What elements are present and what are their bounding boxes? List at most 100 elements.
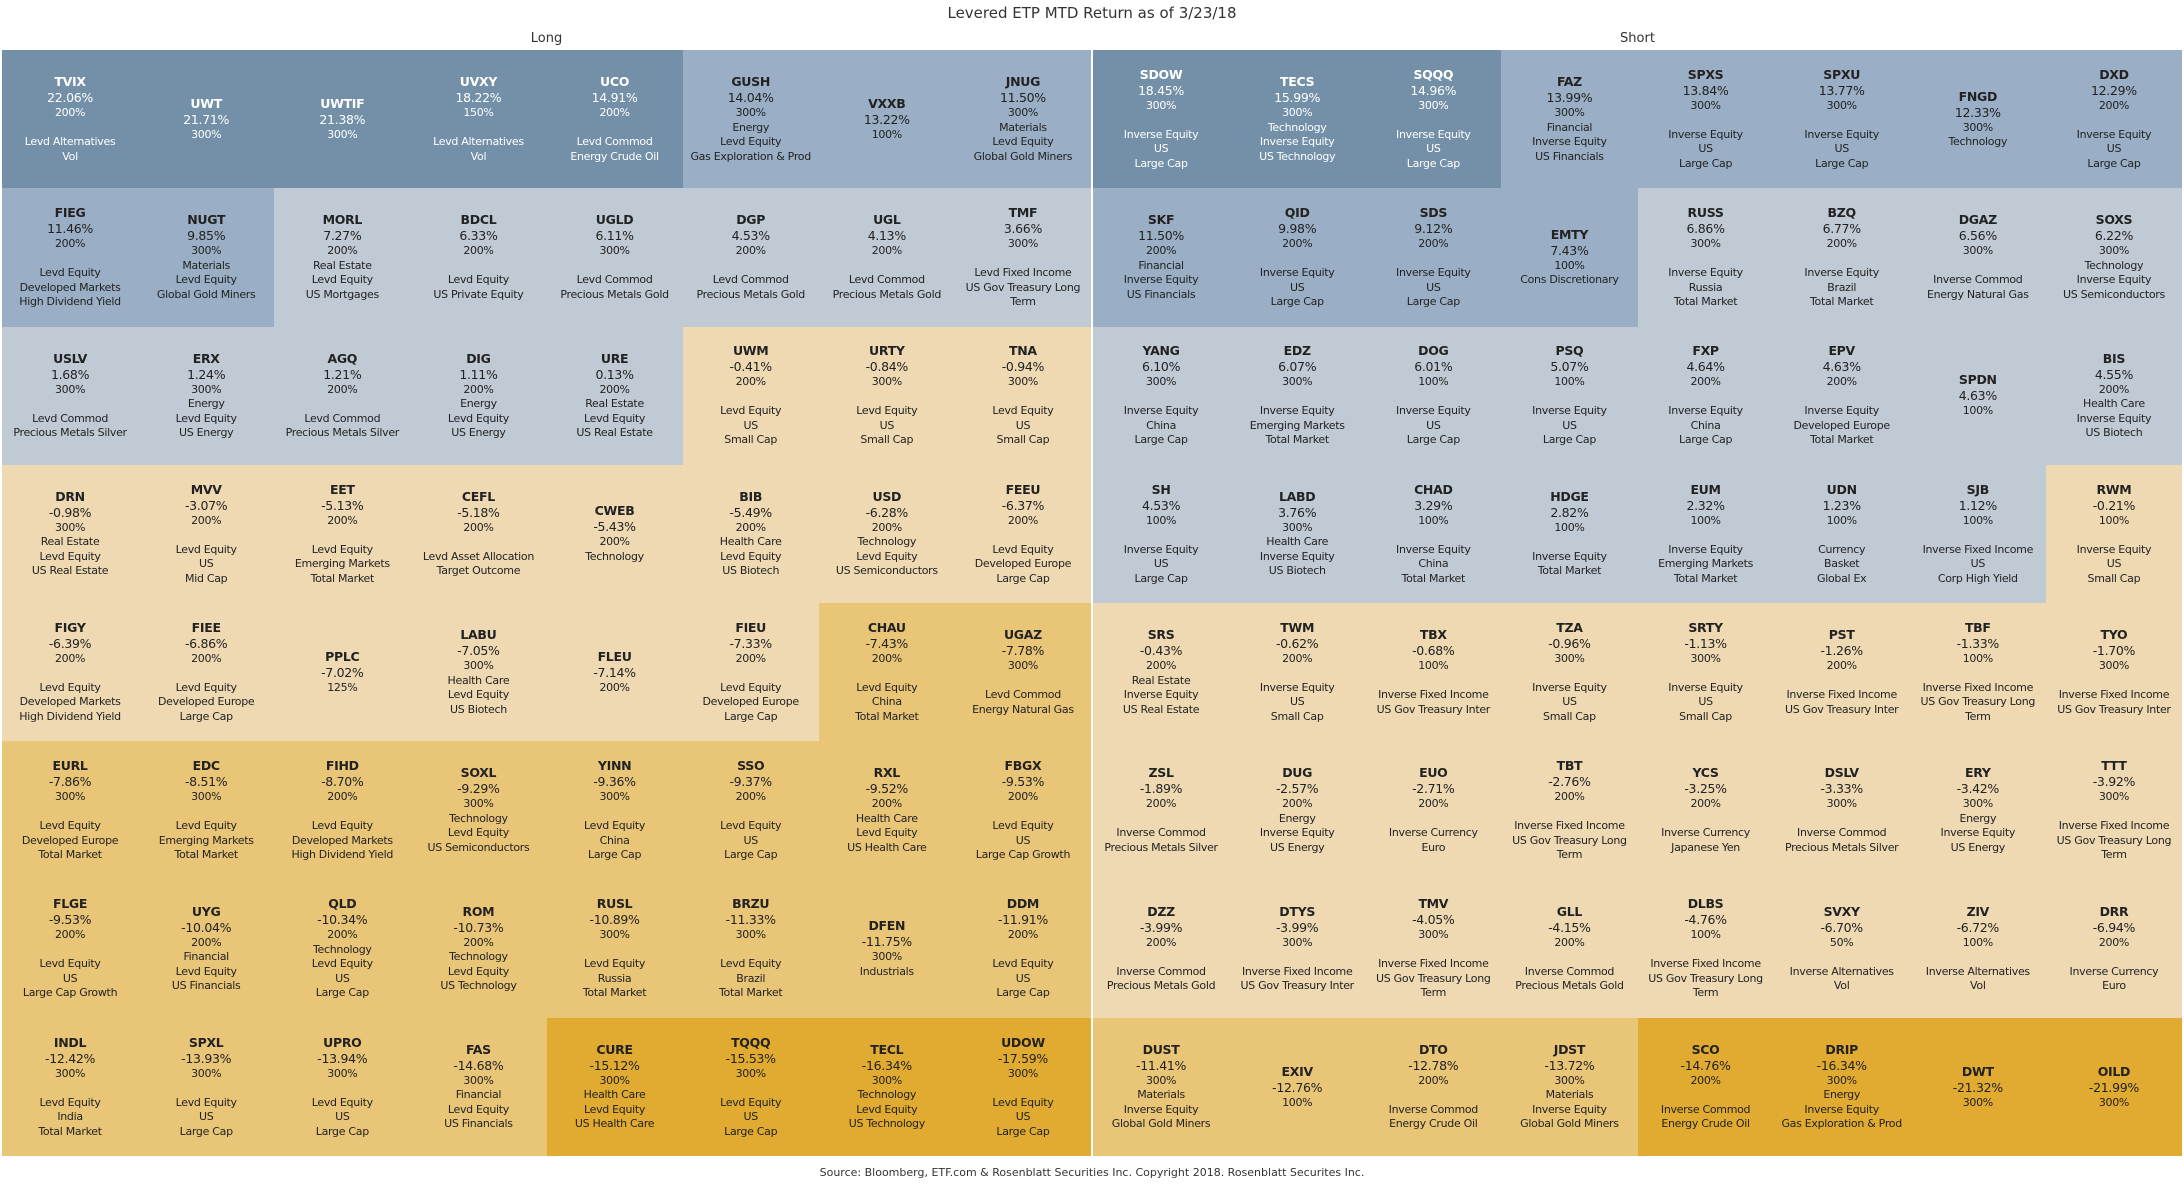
mtd-return: -9.37% [729, 774, 772, 790]
category-line: Inverse Equity [1532, 404, 1607, 418]
heatmap-cell: BRZU -11.33% 300% Levd Equity Brazil Total Ma… [682, 879, 819, 1018]
category-line: Inverse Equity [1532, 1102, 1607, 1116]
category-line: Inverse Commod [1797, 826, 1887, 840]
ticker: FAS [465, 1041, 491, 1057]
category-line: Levd Commod [576, 273, 653, 287]
heatmap-cell: DRR -6.94% 200% Inverse Currency Euro [2045, 879, 2182, 1018]
leverage: 200% [191, 651, 222, 665]
category-line: Inverse Commod [1660, 1102, 1751, 1116]
sector: Technology [449, 811, 508, 825]
ticker: SPDN [1958, 372, 1997, 388]
ticker: DZZ [1147, 903, 1175, 919]
sector: Real Estate [40, 535, 100, 549]
leverage: 100% [1826, 513, 1858, 527]
mtd-return: -2.71% [1412, 781, 1455, 797]
heatmap-cell: UCO 14.91% 200% Levd Commod Energy Crude Oil [546, 50, 683, 189]
category-line: Precious Metals Silver [1104, 840, 1218, 854]
category-line: Developed Markets [19, 280, 121, 294]
heatmap-cell: FIHD -8.70% 200% Levd Equity Developed Marke… [274, 741, 411, 880]
category-line: US [1426, 280, 1441, 294]
leverage: 300% [463, 659, 494, 673]
heatmap-cell: FIGY -6.39% 200% Levd Equity Developed Marke… [2, 603, 139, 742]
category-line: Levd Equity [992, 135, 1054, 149]
mtd-return: -4.05% [1412, 912, 1455, 928]
heatmap-cell: FLEU -7.14% 200% [546, 603, 683, 742]
leverage: 200% [1282, 797, 1313, 811]
category-line: Levd Equity [720, 680, 782, 694]
category-line: Inverse Currency [1388, 826, 1478, 840]
mtd-return: -5.13% [321, 497, 364, 513]
leverage: 300% [871, 375, 903, 389]
ticker: URE [600, 350, 629, 366]
category-line: High Dividend Yield [291, 848, 394, 862]
heatmap-cell: FAZ 13.99% 300% Financial Inverse Equity US F… [1501, 50, 1638, 189]
category-line: Levd Equity [720, 135, 782, 149]
category-line: Precious Metals Silver [1784, 840, 1899, 854]
category-line: US Technology [440, 979, 517, 993]
ticker: FIEE [191, 619, 221, 635]
leverage: 200% [1690, 375, 1721, 389]
category-line: Levd Equity [175, 819, 237, 833]
ticker: DUG [1282, 765, 1313, 781]
category-line: Inverse Fixed Income [1786, 688, 1897, 702]
leverage: 300% [1145, 375, 1177, 389]
category-line: Levd Equity [583, 819, 646, 833]
mtd-return: -13.72% [1544, 1057, 1595, 1073]
category-line: Large Cap [996, 1124, 1050, 1138]
heatmap-cell: UWM -0.41% 200% Levd Equity US Small Cap [682, 326, 819, 465]
heatmap-cell: DZZ -3.99% 200% Inverse Commod Precious Meta… [1093, 879, 1230, 1018]
mtd-return: -21.99% [2088, 1079, 2139, 1095]
ticker: LABU [460, 627, 497, 643]
heatmap-cell: QID 9.98% 200% Inverse Equity US Large Cap [1229, 188, 1366, 327]
heatmap-cell: FNGD 12.33% 300% Technology [1909, 50, 2046, 189]
leverage: 200% [1145, 244, 1177, 258]
category-line: Inverse Fixed Income [1378, 688, 1489, 702]
category-line: US [1015, 418, 1031, 432]
ticker: MORL [322, 212, 363, 228]
leverage: 100% [871, 127, 903, 141]
category-line: US [1289, 695, 1305, 709]
category-line: US Biotech [2085, 426, 2143, 440]
mtd-return: -6.37% [1001, 497, 1045, 513]
category-line: Inverse Equity [1396, 266, 1471, 280]
category-line: Inverse Fixed Income [1378, 957, 1489, 971]
heatmap-cell: YINN -9.36% 300% Levd Equity China Large Cap [546, 741, 683, 880]
category-line: Levd Equity [39, 266, 101, 280]
ticker: PPLC [325, 648, 360, 664]
heatmap-cell: PSQ 5.07% 100% Inverse Equity US Large Cap [1501, 326, 1638, 465]
mtd-return: -15.53% [725, 1050, 776, 1066]
ticker: EET [329, 481, 355, 497]
mtd-return: 1.23% [1822, 497, 1862, 513]
category-line: Levd Equity [856, 1102, 918, 1116]
category-line: US Gov Treasury Inter [1784, 702, 1899, 716]
leverage: 200% [1826, 375, 1858, 389]
heatmap-cell: RWM -0.21% 100% Inverse Equity US Small Cap [2045, 464, 2182, 603]
category-line: Gas Exploration & Prod [690, 149, 811, 163]
category-line: US [2106, 557, 2122, 571]
category-line: Inverse Equity [2076, 127, 2152, 141]
sector: Real Estate [312, 258, 372, 272]
category-line: Inverse Fixed Income [1922, 542, 2034, 556]
category-line: Inverse Equity [1259, 549, 1335, 563]
heatmap-cell: FLGE -9.53% 200% Levd Equity US Large Cap Gro… [2, 879, 139, 1018]
mtd-return: -14.68% [453, 1057, 504, 1073]
leverage: 300% [1282, 935, 1313, 949]
ticker: AGQ [327, 350, 358, 366]
heatmap-cell: CWEB -5.43% 200% Technology [546, 464, 683, 603]
category-line: Levd Equity [175, 542, 237, 556]
mtd-return: 18.45% [1138, 82, 1184, 98]
category-line: US [1153, 557, 1169, 571]
mtd-return: 2.32% [1686, 497, 1725, 513]
mtd-return: -2.57% [1275, 781, 1319, 797]
mtd-return: -7.33% [729, 635, 772, 651]
category-line: Small Cap [1543, 709, 1596, 723]
ticker: OILD [2097, 1063, 2131, 1079]
mtd-return: -3.99% [1139, 919, 1183, 935]
leverage: 300% [1690, 98, 1721, 112]
category-line: Levd Commod [32, 411, 109, 425]
sector: Health Care [1266, 535, 1329, 549]
category-line: Global Gold Miners [1520, 1117, 1619, 1131]
leverage: 200% [54, 106, 86, 120]
mtd-return: -0.96% [1548, 635, 1591, 651]
category-line: Levd Equity [720, 404, 782, 418]
